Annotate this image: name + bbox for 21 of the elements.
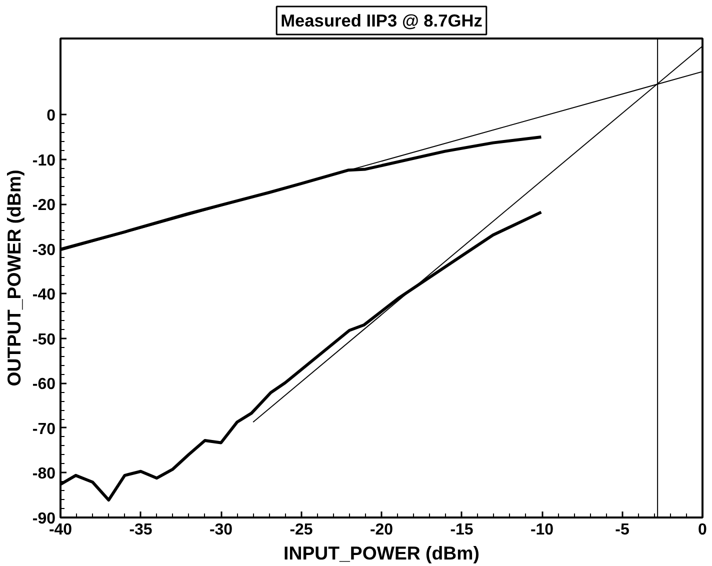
y-tick-label: -40: [32, 286, 56, 304]
x-tick-label: -35: [129, 522, 152, 538]
y-tick-label: -30: [32, 242, 56, 259]
y-axis-title: OUTPUT_POWER (dBm): [3, 170, 24, 386]
y-tick-label: -10: [32, 152, 56, 170]
x-tick-label: -15: [450, 522, 474, 538]
y-tick-label: -70: [32, 420, 56, 438]
y-tick-label: -90: [32, 510, 56, 528]
x-axis-title: INPUT_POWER (dBm): [284, 542, 480, 564]
x-tick-label: -25: [290, 522, 313, 538]
x-tick-label: -10: [530, 522, 554, 538]
y-tick-label: 0: [46, 108, 56, 125]
x-tick-label: -30: [209, 522, 233, 538]
x-tick-label: 0: [698, 522, 708, 538]
y-tick-label: -50: [32, 331, 56, 348]
y-tick-label: -60: [32, 376, 56, 394]
x-tick-label: -20: [370, 522, 394, 538]
x-tick-label: -5: [615, 522, 630, 538]
y-tick-label: -20: [32, 197, 56, 214]
y-tick-label: -80: [32, 466, 56, 483]
chart-title: Measured IIP3 @ 8.7GHz: [280, 10, 483, 30]
